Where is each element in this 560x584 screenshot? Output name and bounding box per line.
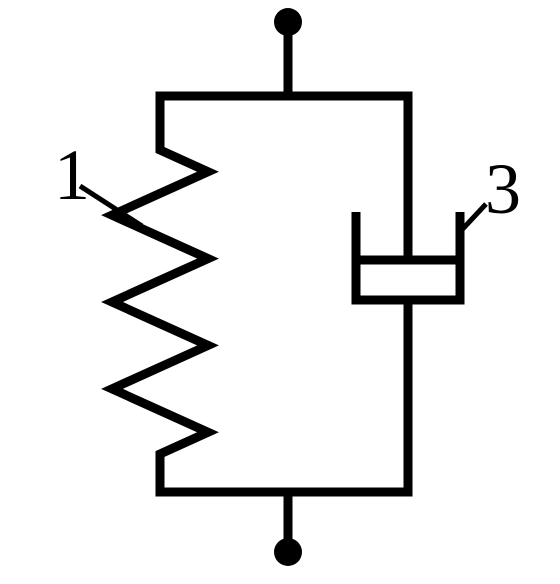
label-spring: 1	[54, 134, 90, 217]
kelvin-voigt-diagram	[0, 0, 560, 584]
label-damper: 3	[485, 148, 521, 231]
